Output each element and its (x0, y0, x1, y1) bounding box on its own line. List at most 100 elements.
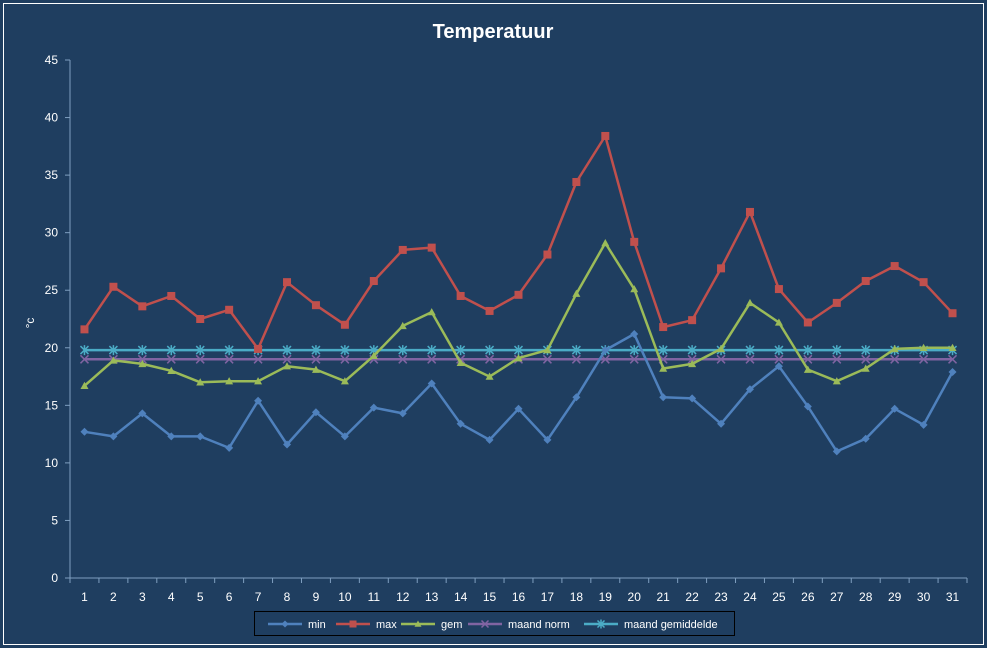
data-point-max (630, 237, 639, 246)
data-point-max (225, 305, 234, 314)
data-point-min (138, 409, 147, 418)
data-point-maand-norm (919, 354, 929, 364)
y-axis: 0 5 10 15 20 25 30 35 40 45 (45, 53, 71, 585)
x-tick-label: 18 (570, 590, 584, 604)
data-point-max (456, 291, 465, 300)
x-tick-label: 7 (255, 590, 262, 604)
data-point-max (340, 320, 349, 329)
data-point-maand-gemiddelde (224, 345, 234, 356)
data-point-maand-norm (137, 354, 147, 364)
data-point-maand-norm (774, 354, 784, 364)
data-point-maand-norm (890, 354, 900, 364)
data-point-gem (861, 364, 870, 372)
legend-label-max: max (376, 619, 397, 631)
data-point-maand-gemiddelde (137, 345, 147, 356)
data-point-maand-gemiddelde (282, 345, 292, 356)
data-point-gem (803, 365, 812, 373)
data-point-maand-gemiddelde (629, 345, 639, 356)
data-point-max (572, 178, 581, 187)
series-layer (79, 131, 958, 456)
data-point-min (80, 427, 89, 436)
data-point-max (427, 243, 436, 252)
data-point-max (890, 262, 899, 271)
data-point-maand-gemiddelde (485, 345, 495, 356)
data-point-min (630, 329, 639, 338)
x-tick-label: 31 (946, 590, 960, 604)
legend-marker-min (281, 620, 289, 628)
data-point-min (254, 396, 263, 405)
data-point-max (254, 344, 263, 353)
data-point-min (659, 393, 668, 402)
data-point-max (948, 309, 957, 318)
series-min (80, 329, 957, 456)
x-tick-label: 13 (425, 590, 439, 604)
data-point-gem (919, 343, 928, 351)
data-point-maand-gemiddelde (513, 345, 524, 356)
x-tick-label: 11 (368, 590, 381, 604)
data-point-gem (254, 377, 263, 385)
data-point-maand-norm (398, 354, 408, 364)
data-point-maand-norm (832, 354, 842, 364)
data-point-maand-gemiddelde (861, 345, 871, 356)
x-tick-label: 17 (541, 590, 555, 604)
x-tick-label: 9 (313, 590, 320, 604)
data-point-gem (774, 318, 783, 326)
data-point-maand-norm (340, 354, 350, 364)
data-point-min (543, 435, 552, 444)
legend-label-gem: gem (441, 619, 462, 631)
data-point-max (369, 277, 378, 286)
data-point-maand-gemiddelde (774, 345, 784, 356)
x-tick-label: 27 (830, 590, 844, 604)
x-tick-label: 29 (888, 590, 902, 604)
data-point-gem (283, 362, 292, 370)
data-point-min (948, 367, 957, 376)
data-point-maand-norm (629, 354, 639, 364)
y-tick-label: 25 (45, 283, 59, 297)
data-point-maand-gemiddelde (832, 345, 842, 356)
x-tick-label: 28 (859, 590, 873, 604)
data-point-min (398, 409, 407, 418)
data-point-maand-gemiddelde (745, 345, 755, 356)
x-tick-label: 20 (628, 590, 642, 604)
x-tick-label: 30 (917, 590, 931, 604)
data-point-maand-norm (427, 354, 437, 364)
data-point-gem (948, 343, 957, 351)
data-point-min (514, 404, 523, 413)
data-point-min (225, 443, 234, 452)
data-point-gem (745, 298, 754, 307)
data-point-gem (138, 359, 147, 368)
data-point-maand-norm (716, 354, 726, 364)
data-point-maand-norm (195, 354, 205, 364)
data-point-gem (427, 308, 436, 316)
data-point-max (659, 323, 668, 332)
data-point-maand-norm (948, 354, 958, 364)
data-point-maand-norm (79, 354, 89, 364)
data-point-gem (543, 346, 552, 354)
data-point-gem (456, 358, 465, 366)
legend-label-maand-norm: maand norm (508, 619, 570, 631)
data-point-gem (311, 365, 320, 373)
data-point-maand-gemiddelde (398, 345, 408, 356)
x-tick-label: 5 (197, 590, 204, 604)
data-point-maand-norm (542, 354, 552, 364)
data-point-gem (109, 356, 118, 364)
data-point-maand-gemiddelde (658, 345, 668, 356)
series-max (80, 131, 957, 353)
data-point-gem (196, 378, 205, 386)
x-tick-label: 22 (685, 590, 699, 604)
data-point-max (398, 245, 407, 254)
x-tick-label: 1 (81, 590, 88, 604)
data-point-min (311, 408, 320, 417)
x-tick-label: 8 (284, 590, 291, 604)
data-point-gem (601, 239, 610, 247)
data-point-gem (890, 344, 899, 353)
x-tick-label: 4 (168, 590, 175, 604)
data-point-max (688, 316, 697, 325)
data-point-min (196, 432, 205, 441)
data-point-maand-norm (745, 354, 755, 364)
data-point-min (427, 379, 436, 388)
x-tick-label: 24 (743, 590, 757, 604)
data-point-max (196, 315, 205, 323)
data-point-max (717, 264, 726, 273)
